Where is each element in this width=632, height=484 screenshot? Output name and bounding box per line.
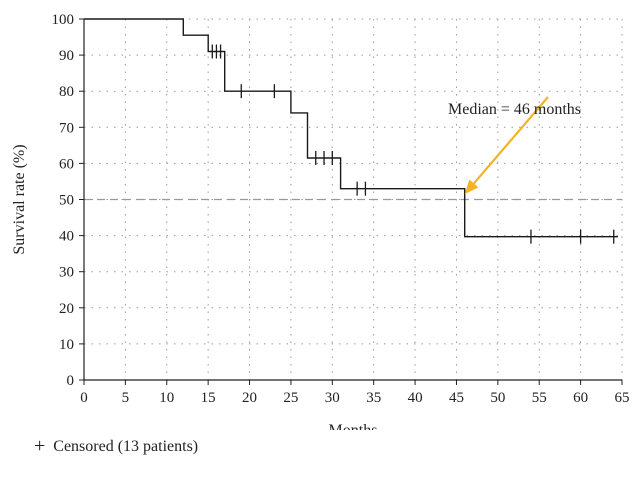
series-line: [84, 18, 618, 238]
y-tick-label: 50: [59, 193, 74, 209]
x-tick-label: 5: [122, 390, 130, 406]
survival-curve: [84, 18, 618, 238]
x-tick-label: 0: [80, 390, 88, 406]
survival-chart: 0 5 10 15 20 25 30 35 40 45 50 55 60 65 0 10 20 30 40 50 60 7…: [11, 12, 630, 430]
median-annotation: Median = 46 months: [448, 96, 581, 195]
x-tick-label: 65: [615, 390, 630, 406]
annotation-arrow: [473, 96, 549, 185]
y-tick-label: 80: [59, 84, 74, 100]
y-axis-label: Survival rate (%): [11, 144, 28, 254]
annotation-arrowhead: [464, 179, 479, 195]
x-tick-label: 60: [573, 390, 588, 406]
y-tick-label: 30: [59, 265, 74, 281]
x-tick-label: 45: [449, 390, 464, 406]
y-tick-label: 60: [59, 156, 74, 172]
y-tick-label: 10: [59, 337, 74, 353]
legend-label: Censored (13 patients): [53, 438, 199, 455]
x-axis-label: Months: [329, 422, 378, 430]
x-tick-label: 25: [283, 390, 298, 406]
x-tick-label: 10: [159, 390, 174, 406]
x-tick-label: 55: [532, 390, 547, 406]
y-tick-label: 40: [59, 229, 74, 245]
y-tick-label: 100: [52, 12, 75, 28]
x-tick-label: 50: [490, 390, 505, 406]
y-tick-label: 0: [67, 373, 75, 389]
legend: + Censored (13 patients): [34, 435, 198, 458]
y-tick-label: 90: [59, 48, 74, 64]
censored-markers: [211, 44, 615, 244]
x-tick-label: 15: [201, 390, 216, 406]
x-tick-label: 35: [366, 390, 381, 406]
x-tick-label: 20: [242, 390, 257, 406]
x-tick-label: 30: [325, 390, 340, 406]
censored-symbol: +: [34, 435, 46, 457]
annotation-text: Median = 46 months: [448, 101, 581, 118]
axes: 0 5 10 15 20 25 30 35 40 45 50 55 60 65 0 10 20 30 40 50 60 7…: [52, 12, 630, 406]
x-tick-label: 40: [408, 390, 423, 406]
y-tick-label: 70: [59, 120, 74, 136]
y-tick-label: 20: [59, 301, 74, 317]
